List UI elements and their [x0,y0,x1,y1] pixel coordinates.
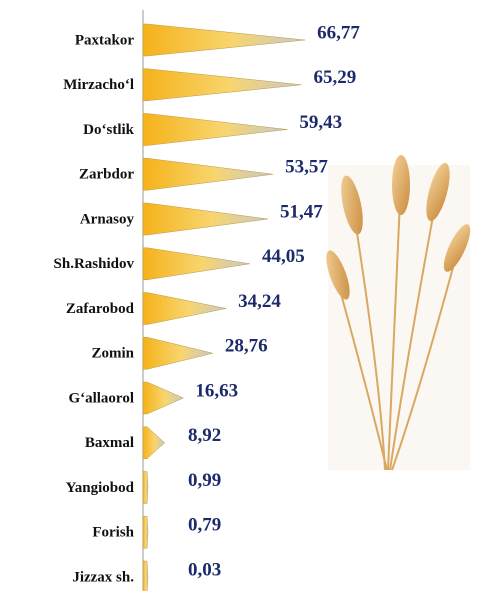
bar [142,381,185,415]
category-label: Forish [92,525,134,541]
value-label: 28,76 [225,336,268,357]
bar [142,292,227,325]
value-label: 53,57 [285,157,328,178]
bar [142,337,213,370]
category-label: Paxtakor [75,32,135,48]
value-label: 44,05 [262,246,305,267]
bar [142,247,251,280]
category-label: Arnasoy [80,211,135,227]
category-label: Zarbdor [79,167,134,183]
value-label: 8,92 [188,425,221,446]
category-label: Mirzacho‘l [63,77,134,93]
category-label: Zafarobod [66,301,135,317]
bar [142,113,288,146]
category-label: Do‘stlik [83,122,134,138]
bar [142,158,274,191]
category-label: G‘allaorol [68,390,134,406]
value-label: 0,99 [188,470,221,491]
bar [142,426,166,459]
bar [142,560,149,591]
category-label: Jizzax sh. [72,569,134,585]
value-label: 51,47 [280,201,323,222]
value-label: 65,29 [314,67,357,88]
value-label: 59,43 [299,112,342,133]
value-label: 0,79 [188,515,221,536]
category-label: Yangiobod [66,480,135,496]
bar [142,471,149,504]
category-label: Baxmal [85,435,134,451]
bar [142,68,302,101]
value-label: 16,63 [195,380,238,401]
bar [142,23,306,57]
bar [142,202,269,236]
bar [142,516,149,549]
value-label: 34,24 [238,291,281,312]
category-label: Zomin [91,346,134,362]
value-label: 0,03 [188,559,221,580]
wheat-illustration [326,155,471,471]
value-label: 66,77 [317,22,360,43]
category-label: Sh.Rashidov [54,256,135,272]
